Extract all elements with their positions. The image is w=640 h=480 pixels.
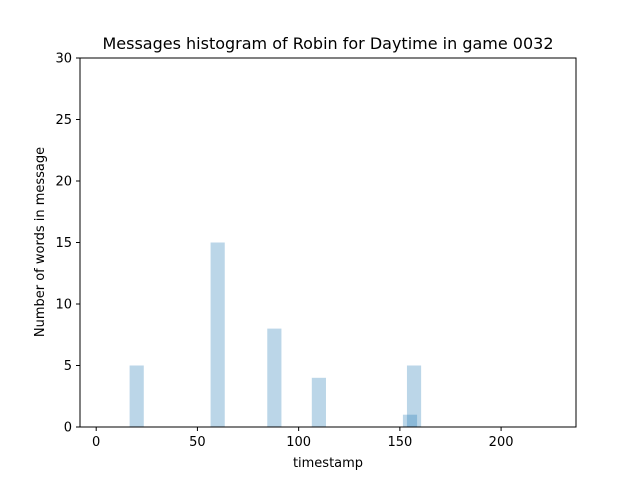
histogram-bar [406,365,422,427]
y-tick-label: 20 [55,175,72,190]
x-axis-ticks: 0 50 100 150 200 [92,427,514,450]
histogram-bar [129,365,144,427]
x-tick-label: 100 [286,435,311,450]
y-axis-ticks: 0 5 10 15 20 25 30 [55,52,80,436]
y-tick-label: 15 [55,236,72,251]
histogram-bar [267,328,282,427]
x-axis-label: timestamp [293,456,363,471]
chart-title: Messages histogram of Robin for Daytime … [102,34,553,53]
x-tick-label: 0 [92,435,100,450]
histogram-bar [210,242,225,427]
y-tick-label: 25 [55,113,72,128]
histogram-bar [311,377,326,427]
y-tick-label: 30 [55,52,72,67]
y-tick-label: 0 [64,421,72,436]
x-tick-label: 150 [387,435,412,450]
histogram-bar [402,414,418,427]
x-tick-label: 50 [189,435,206,450]
bars-group [129,242,422,427]
y-tick-label: 10 [55,298,72,313]
y-axis-label: Number of words in message [33,147,48,337]
x-tick-label: 200 [489,435,514,450]
plot-frame [79,57,577,428]
y-tick-label: 5 [64,359,72,374]
